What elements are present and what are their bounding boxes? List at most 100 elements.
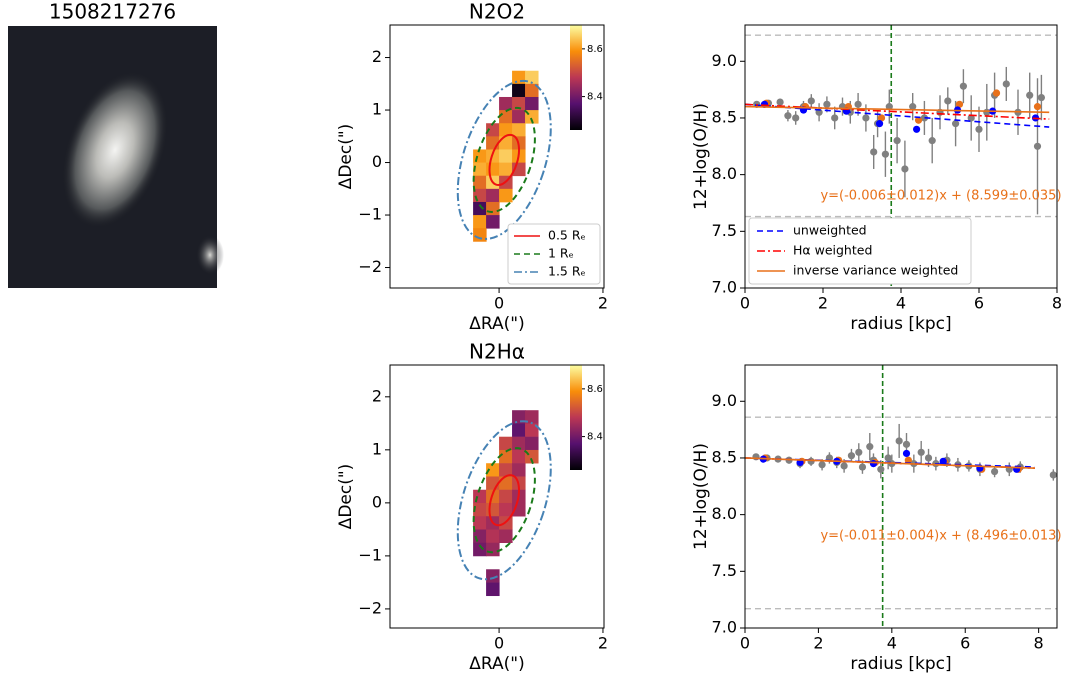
map-cell (499, 162, 513, 177)
map-cell (486, 188, 500, 203)
y-axis-label: 12+log(O/H) (691, 443, 711, 550)
legend-label: inverse variance weighted (793, 263, 958, 278)
y-tick-label: 8.0 (712, 164, 737, 183)
data-point (807, 457, 815, 465)
map-cell (473, 215, 487, 229)
data-point (1033, 142, 1042, 150)
y-tick-label: 1 (372, 100, 382, 119)
map-cell (473, 228, 487, 242)
data-point (1033, 103, 1042, 111)
plot-frame (389, 364, 605, 629)
data-point (823, 100, 831, 108)
y-tick-label: 7.0 (712, 278, 737, 297)
map-cell (499, 449, 513, 464)
map-cell (512, 423, 526, 437)
map-cell (512, 70, 526, 85)
y-tick-label: 9.0 (712, 51, 737, 70)
map-cell (486, 582, 500, 597)
x-axis-label: ΔRA(") (469, 314, 524, 334)
data-point (944, 97, 952, 105)
y-axis-label: ΔDec(") (336, 124, 356, 190)
colorbar-tick-label: 8.4 (587, 92, 603, 103)
data-point (862, 114, 870, 122)
plot-frame (744, 24, 1058, 289)
x-tick-label: 0 (494, 634, 504, 653)
data-point (752, 453, 760, 461)
map-cell (512, 110, 526, 124)
map-cell (473, 516, 487, 530)
x-axis-label: radius [kpc] (850, 654, 951, 674)
map-cell (473, 162, 487, 177)
colorbar-tick-label: 8.6 (587, 44, 603, 55)
map-cell (499, 476, 513, 490)
legend-label: 1.5 Rₑ (548, 264, 586, 279)
y-tick-label: −1 (358, 545, 382, 564)
x-tick-label: 6 (960, 634, 970, 653)
data-point (902, 449, 911, 458)
galaxy (61, 71, 169, 229)
map-cell (499, 149, 513, 163)
contour (488, 133, 521, 186)
data-point (920, 114, 929, 122)
data-point (895, 437, 903, 445)
data-point (881, 150, 890, 158)
map-cell (512, 123, 526, 137)
x-tick-label: 2 (598, 294, 608, 313)
y-tick-label: −2 (358, 598, 382, 617)
contour (456, 79, 552, 240)
legend-box (748, 217, 972, 285)
map-cell (473, 201, 487, 216)
data-point (952, 120, 960, 128)
contour (456, 420, 552, 581)
y-axis-label: 12+log(O/H) (691, 103, 711, 210)
data-point (991, 467, 999, 476)
map-cell (499, 436, 513, 451)
map-cell (499, 188, 513, 203)
map-cell (512, 436, 526, 451)
data-point (909, 103, 917, 111)
data-point (975, 125, 983, 133)
legend-label: 1 Rₑ (548, 246, 574, 261)
map-cell (486, 463, 500, 477)
y-tick-label: 8.5 (712, 107, 737, 126)
map-cell (499, 123, 513, 137)
contour (488, 474, 521, 527)
y-tick-label: 1 (372, 439, 382, 458)
map-cell (499, 502, 513, 517)
data-point (1026, 91, 1034, 99)
legend-label: 0.5 Rₑ (548, 228, 586, 243)
map-cell (525, 96, 539, 111)
y-tick-label: 2 (372, 47, 382, 66)
map-cell (486, 162, 500, 177)
data-point (902, 440, 911, 448)
legend-box (507, 223, 601, 285)
y-tick-label: 0 (372, 492, 382, 511)
data-point (858, 463, 867, 471)
legend-label: Hα weighted (793, 243, 872, 258)
map-cell (525, 410, 539, 424)
data-point (913, 125, 921, 133)
data-point (776, 98, 784, 106)
map-cell (486, 542, 500, 557)
legend-label: unweighted (793, 223, 867, 238)
data-point (959, 82, 968, 90)
data-point (939, 457, 947, 465)
map-cell (486, 502, 500, 517)
data-point (1002, 80, 1010, 88)
data-point (866, 443, 874, 451)
y-tick-label: −2 (358, 257, 382, 276)
data-point (784, 112, 792, 120)
map-cell (486, 123, 500, 137)
x-tick-label: 2 (813, 634, 823, 653)
map-cell (499, 110, 513, 124)
x-tick-label: 2 (818, 294, 828, 313)
map-cell (499, 463, 513, 477)
map-cell (525, 423, 539, 437)
y-tick-label: −1 (358, 205, 382, 224)
y-tick-label: 2 (372, 386, 382, 405)
map-cell (473, 175, 487, 190)
map-cell (486, 569, 500, 583)
y-tick-label: 9.0 (712, 391, 737, 410)
